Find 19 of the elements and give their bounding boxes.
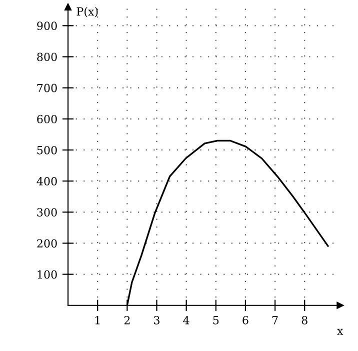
x-tick-label: 8 — [302, 316, 308, 324]
x-axis-title: x — [337, 328, 344, 335]
x-tick-label: 3 — [154, 316, 160, 324]
y-tick-label: 100 — [38, 270, 57, 279]
y-axis-title: P(x) — [76, 7, 98, 18]
y-tick-label: 700 — [37, 84, 57, 92]
x-tick-label: 1 — [95, 316, 100, 324]
x-tick-label: 6 — [242, 316, 248, 324]
x-tick-label: 7 — [272, 316, 278, 324]
x-tick-label: 5 — [213, 316, 219, 324]
x-tick-label: 2 — [124, 316, 130, 324]
y-tick-label: 600 — [37, 114, 57, 124]
x-tick-label: 4 — [183, 316, 190, 324]
y-tick-label: 300 — [37, 208, 57, 217]
y-tick-label: 900 — [37, 22, 57, 30]
y-tick-label: 400 — [36, 177, 57, 186]
y-tick-label: 200 — [37, 239, 57, 248]
y-tick-label: 500 — [37, 146, 57, 154]
y-tick-label: 800 — [37, 52, 57, 62]
